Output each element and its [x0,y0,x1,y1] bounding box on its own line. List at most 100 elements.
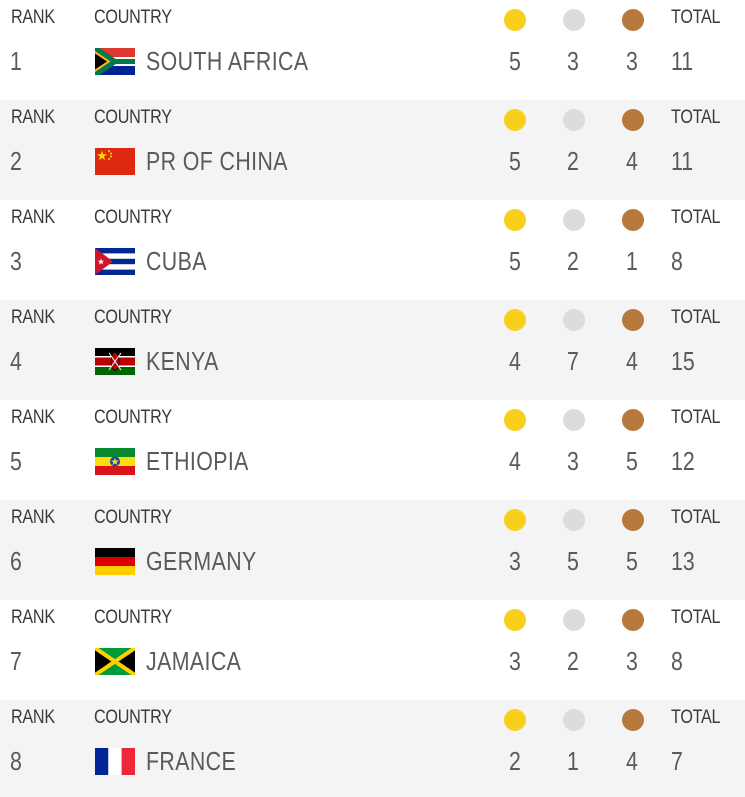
medal-row: RANK COUNTRY TOTAL 1 SOUTH AFRICA 5 3 3 … [0,0,745,100]
silver-medal-icon [563,709,585,731]
gold-count: 5 [509,46,521,76]
bronze-medal-icon [622,709,644,731]
bronze-medal-icon [622,109,644,131]
bronze-medal-icon [622,509,644,531]
gold-count: 3 [509,546,521,576]
silver-count: 7 [567,346,579,376]
gold-count: 5 [509,246,521,276]
country-header: COUNTRY [94,707,172,728]
bronze-count: 5 [626,546,638,576]
silver-medal-icon [563,409,585,431]
bronze-count: 3 [626,46,638,76]
country-name: GERMANY [146,546,257,576]
kenya-flag-icon [95,348,135,375]
country-header: COUNTRY [94,107,172,128]
silver-medal-icon [563,209,585,231]
bronze-medal-icon [622,609,644,631]
germany-flag-icon [95,548,135,575]
rank-header: RANK [11,407,55,428]
medal-row: RANK COUNTRY TOTAL 5 ETHIOPIA 4 3 5 12 [0,400,745,500]
total-header: TOTAL [671,407,721,428]
bronze-count: 4 [626,746,638,776]
country-name: FRANCE [146,746,237,776]
bronze-count: 4 [626,146,638,176]
gold-count: 4 [509,346,521,376]
silver-medal-icon [563,609,585,631]
jamaica-flag-icon [95,648,135,675]
gold-medal-icon [504,9,526,31]
china-flag-icon [95,148,135,175]
total-count: 11 [671,146,694,176]
south-africa-flag-icon [95,48,135,75]
total-count: 8 [671,646,683,676]
medal-row: RANK COUNTRY TOTAL 2 PR OF CHINA 5 2 4 1… [0,100,745,200]
silver-medal-icon [563,9,585,31]
rank-value: 5 [10,446,22,476]
silver-count: 1 [567,746,579,776]
country-header: COUNTRY [94,407,172,428]
rank-header: RANK [11,7,55,28]
gold-medal-icon [504,209,526,231]
france-flag-icon [95,748,135,775]
gold-medal-icon [504,709,526,731]
rank-header: RANK [11,507,55,528]
rank-value: 8 [10,746,22,776]
country-header: COUNTRY [94,207,172,228]
total-count: 12 [671,446,695,476]
rank-header: RANK [11,607,55,628]
gold-medal-icon [504,609,526,631]
silver-count: 3 [567,446,579,476]
rank-value: 6 [10,546,22,576]
rank-header: RANK [11,707,55,728]
bronze-medal-icon [622,309,644,331]
silver-medal-icon [563,309,585,331]
bronze-medal-icon [622,209,644,231]
total-header: TOTAL [671,307,721,328]
total-count: 8 [671,246,683,276]
rank-value: 1 [10,46,22,76]
silver-count: 2 [567,146,579,176]
silver-count: 2 [567,246,579,276]
country-header: COUNTRY [94,7,172,28]
country-name: JAMAICA [146,646,242,676]
gold-count: 3 [509,646,521,676]
silver-count: 2 [567,646,579,676]
silver-count: 5 [567,546,579,576]
ethiopia-flag-icon [95,448,135,475]
medal-row: RANK COUNTRY TOTAL 7 JAMAICA 3 2 3 8 [0,600,745,700]
bronze-medal-icon [622,9,644,31]
country-header: COUNTRY [94,607,172,628]
total-header: TOTAL [671,207,721,228]
silver-medal-icon [563,509,585,531]
medal-row: RANK COUNTRY TOTAL 6 GERMANY 3 5 5 13 [0,500,745,600]
total-count: 7 [671,746,683,776]
country-name: SOUTH AFRICA [146,46,309,76]
total-count: 13 [671,546,695,576]
cuba-flag-icon [95,248,135,275]
total-header: TOTAL [671,507,721,528]
total-header: TOTAL [671,7,721,28]
rank-value: 3 [10,246,22,276]
country-name: CUBA [146,246,207,276]
silver-count: 3 [567,46,579,76]
gold-count: 4 [509,446,521,476]
gold-medal-icon [504,409,526,431]
medal-row: RANK COUNTRY TOTAL 8 FRANCE 2 1 4 7 [0,700,745,797]
gold-medal-icon [504,109,526,131]
country-header: COUNTRY [94,307,172,328]
bronze-count: 4 [626,346,638,376]
rank-header: RANK [11,107,55,128]
rank-header: RANK [11,207,55,228]
total-count: 15 [671,346,695,376]
rank-value: 4 [10,346,22,376]
total-header: TOTAL [671,707,721,728]
country-name: ETHIOPIA [146,446,249,476]
bronze-medal-icon [622,409,644,431]
gold-count: 5 [509,146,521,176]
rank-value: 7 [10,646,22,676]
silver-medal-icon [563,109,585,131]
gold-medal-icon [504,309,526,331]
bronze-count: 3 [626,646,638,676]
total-header: TOTAL [671,107,721,128]
